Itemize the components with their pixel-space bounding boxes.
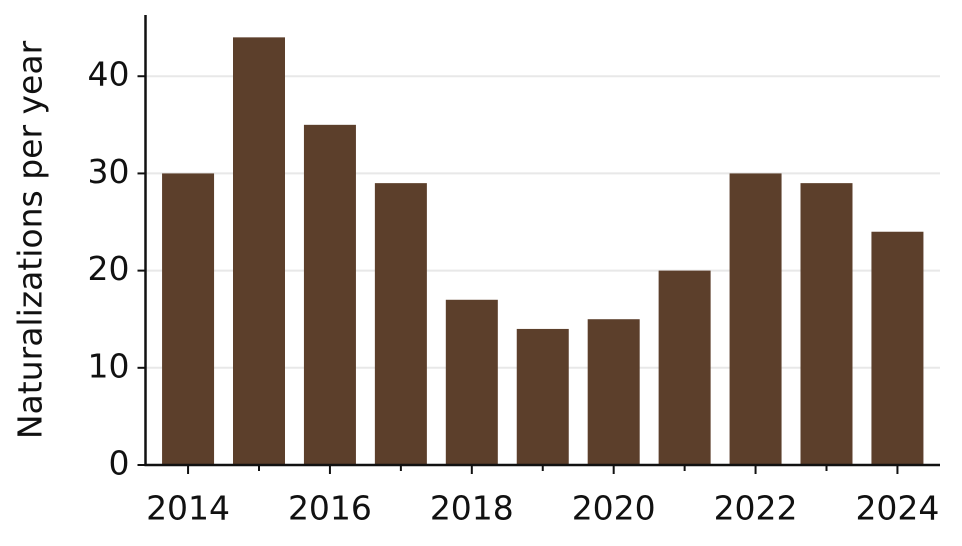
bar	[445, 299, 498, 465]
bar	[587, 319, 640, 465]
bar	[374, 183, 427, 465]
y-tick-label: 0	[109, 444, 130, 483]
bar	[871, 231, 924, 465]
x-tick-label: 2022	[714, 489, 798, 528]
bar	[162, 173, 215, 465]
x-tick-label: 2024	[855, 489, 939, 528]
y-tick-label: 30	[88, 152, 130, 191]
bar	[516, 328, 569, 465]
y-tick-label: 20	[88, 249, 130, 288]
x-tick-label: 2020	[572, 489, 656, 528]
bar	[303, 124, 356, 466]
x-tick-label: 2016	[288, 489, 372, 528]
bar	[729, 173, 782, 465]
bar	[658, 270, 711, 465]
x-tick-label: 2018	[430, 489, 514, 528]
x-tick-label: 2014	[146, 489, 230, 528]
bar	[233, 37, 285, 465]
y-tick-label: 10	[88, 346, 130, 385]
y-axis-label: Naturalizations per year	[11, 40, 50, 439]
bar	[800, 183, 853, 465]
y-tick-label: 40	[88, 55, 130, 94]
